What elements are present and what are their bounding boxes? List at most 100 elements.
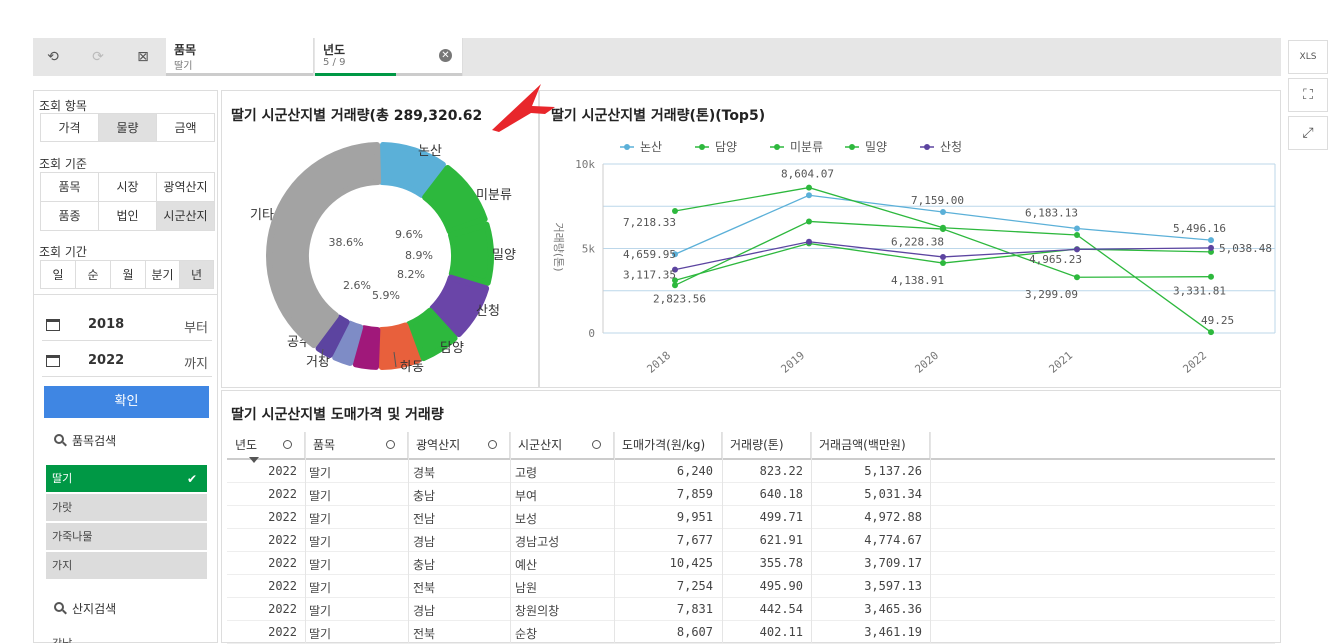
- table-row[interactable]: 2022 딸기 경남 경남고성 7,677 621.91 4,774.67: [227, 529, 1275, 552]
- slice-pct-label: 9.6%: [395, 228, 423, 241]
- table-row[interactable]: 2022 딸기 경북 고령 6,240 823.22 5,137.26: [227, 460, 1275, 483]
- series-point[interactable]: [1208, 273, 1214, 280]
- query-period-option[interactable]: 년: [180, 261, 214, 289]
- query-period-option[interactable]: 일: [41, 261, 76, 289]
- donut-slice[interactable]: [422, 164, 488, 235]
- clear-selections-icon[interactable]: ⊠: [137, 49, 149, 65]
- series-point[interactable]: [672, 266, 678, 273]
- confirm-button[interactable]: 확인: [44, 386, 209, 418]
- legend-marker: [924, 144, 930, 150]
- calendar-icon[interactable]: [46, 355, 60, 367]
- series-point[interactable]: [672, 251, 678, 258]
- series-point[interactable]: [1074, 274, 1080, 281]
- series-point[interactable]: [940, 226, 946, 233]
- series-point[interactable]: [672, 277, 678, 284]
- donut-slice[interactable]: [266, 142, 382, 349]
- donut-slice[interactable]: [429, 274, 490, 338]
- sort-desc-icon[interactable]: [249, 457, 259, 463]
- series-point[interactable]: [1074, 225, 1080, 232]
- legend-label[interactable]: 산청: [940, 140, 962, 154]
- table-cell: 창원의창: [515, 604, 560, 618]
- column-search-icon[interactable]: [283, 440, 292, 449]
- column-search-icon[interactable]: [386, 440, 395, 449]
- query-item-option[interactable]: 가격: [41, 114, 99, 142]
- series-point[interactable]: [672, 282, 678, 289]
- donut-slice[interactable]: [378, 142, 446, 199]
- query-period-option[interactable]: 월: [111, 261, 146, 289]
- column-search-icon[interactable]: [488, 440, 497, 449]
- series-point[interactable]: [806, 184, 812, 191]
- query-basis-option[interactable]: 품종: [41, 202, 99, 231]
- column-header[interactable]: 도매가격(원/kg): [614, 432, 722, 458]
- column-header[interactable]: 거래금액(백만원): [811, 432, 930, 458]
- donut-chart[interactable]: 논산미분류9.6%밀양8.9%산청8.2%담양5.9%하동거창공주2.6%기타3…: [222, 125, 538, 387]
- query-period-option[interactable]: 분기: [146, 261, 180, 289]
- table-row[interactable]: 2022 딸기 충남 예산 10,425 355.78 3,709.17: [227, 552, 1275, 575]
- legend-label[interactable]: 담양: [715, 140, 737, 154]
- list-item-item3[interactable]: 가지: [46, 552, 207, 580]
- column-search-icon[interactable]: [592, 440, 601, 449]
- table-row[interactable]: 2022 딸기 전북 순창 8,607 402.11 3,461.19: [227, 621, 1275, 644]
- series-point[interactable]: [806, 192, 812, 199]
- table-cell: 402.11: [759, 625, 803, 639]
- table-row[interactable]: 2022 딸기 경남 창원의창 7,831 442.54 3,465.36: [227, 598, 1275, 621]
- series-point[interactable]: [806, 238, 812, 245]
- query-period-option[interactable]: 순: [76, 261, 111, 289]
- query-basis-option[interactable]: 품목: [41, 173, 99, 202]
- export-xls-button[interactable]: XLS: [1288, 40, 1328, 74]
- list-item-item2[interactable]: 가죽나물: [46, 523, 207, 551]
- series-point[interactable]: [1208, 237, 1214, 244]
- column-header[interactable]: 거래량(톤): [722, 432, 811, 458]
- donut-slice[interactable]: [332, 320, 364, 366]
- query-item-option[interactable]: 금액: [157, 114, 215, 142]
- legend-label[interactable]: 논산: [640, 140, 662, 154]
- query-basis-option[interactable]: 시장: [99, 173, 157, 202]
- list-item-item0[interactable]: 딸기 ✔: [46, 465, 207, 493]
- column-header[interactable]: 품목: [305, 432, 408, 458]
- date-from-field[interactable]: 2018 부터: [42, 311, 212, 341]
- series-point[interactable]: [1074, 231, 1080, 238]
- selection-chip-item[interactable]: 품목 딸기: [166, 38, 314, 76]
- series-point[interactable]: [1208, 329, 1214, 336]
- legend-label[interactable]: 밀양: [865, 140, 887, 154]
- query-basis-option[interactable]: 광역산지: [157, 173, 215, 202]
- fullscreen-icon[interactable]: ⤢: [1288, 116, 1328, 150]
- series-point[interactable]: [672, 208, 678, 215]
- origin-list-partial[interactable]: 강남: [52, 635, 72, 643]
- calendar-icon[interactable]: [46, 319, 60, 331]
- query-basis-option[interactable]: 법인: [99, 202, 157, 231]
- donut-slice[interactable]: [315, 314, 350, 359]
- table-cell: 딸기: [309, 489, 332, 503]
- query-basis-option[interactable]: 시군산지: [157, 202, 215, 231]
- selection-forward-icon[interactable]: ⟳: [92, 49, 104, 65]
- list-item-item1[interactable]: 가랏: [46, 494, 207, 522]
- column-header[interactable]: 광역산지: [408, 432, 510, 458]
- series-point[interactable]: [1208, 244, 1214, 251]
- donut-slice[interactable]: [406, 307, 458, 362]
- selection-back-icon[interactable]: ⟲: [47, 49, 59, 65]
- legend-label[interactable]: 미분류: [790, 140, 823, 154]
- series-point[interactable]: [1074, 246, 1080, 253]
- snapshot-icon[interactable]: ⛶: [1288, 78, 1328, 112]
- column-header[interactable]: 시군산지: [510, 432, 614, 458]
- date-to-field[interactable]: 2022 까지: [42, 347, 212, 377]
- selection-chip-year[interactable]: 년도 5 / 9 ✕: [315, 38, 463, 76]
- line-chart[interactable]: 논산 담양 미분류 밀양 산청 0 5k 10k 거래량(톤) 2018 2019 2020 2021 2…: [540, 125, 1280, 387]
- series-point[interactable]: [806, 218, 812, 225]
- table-cell: 2022: [268, 487, 297, 501]
- series-point[interactable]: [940, 253, 946, 260]
- table-row[interactable]: 2022 딸기 전남 보성 9,951 499.71 4,972.88: [227, 506, 1275, 529]
- query-item-option[interactable]: 물량: [99, 114, 157, 142]
- donut-slice[interactable]: [378, 322, 422, 370]
- series-point[interactable]: [940, 209, 946, 216]
- origin-search[interactable]: 산지검색: [44, 596, 209, 624]
- query-period-label: 조회 기간: [39, 245, 87, 259]
- column-header[interactable]: 년도: [227, 432, 305, 458]
- item-search[interactable]: 품목검색: [44, 428, 209, 456]
- donut-slice[interactable]: [352, 325, 381, 370]
- series-point[interactable]: [940, 260, 946, 267]
- clear-chip-icon[interactable]: ✕: [439, 49, 452, 62]
- table-row[interactable]: 2022 딸기 전북 남원 7,254 495.90 3,597.13: [227, 575, 1275, 598]
- table-row[interactable]: 2022 딸기 충남 부여 7,859 640.18 5,031.34: [227, 483, 1275, 506]
- donut-slice[interactable]: [447, 221, 494, 286]
